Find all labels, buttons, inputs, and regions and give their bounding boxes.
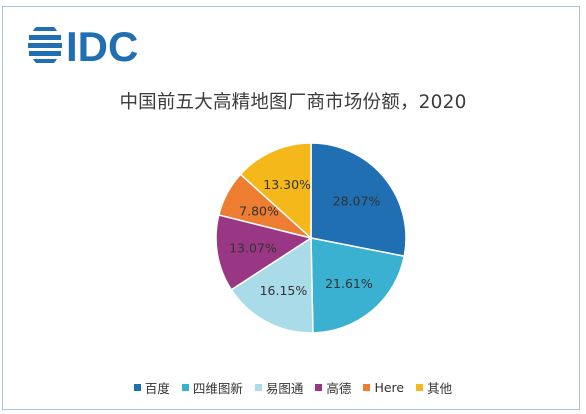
slice-label-5: 13.30% (263, 177, 311, 192)
legend-swatch (363, 384, 371, 391)
legend-swatch (416, 384, 424, 391)
pie-slice-5 (239, 142, 312, 240)
pie-slice-3 (215, 214, 313, 291)
slice-label-2: 16.15% (260, 283, 308, 298)
legend-swatch (181, 384, 189, 391)
logo-text: IDC (66, 23, 138, 66)
legend-swatch (254, 384, 262, 391)
legend-item-2: 易图通 (254, 378, 304, 397)
idc-logo: IDC (28, 23, 138, 66)
chart-title: 中国前五大高精地图厂商市场份额，2020 (119, 92, 467, 113)
legend-label: Here (374, 380, 405, 395)
pie-slice-2 (230, 236, 314, 334)
slice-label-3: 13.07% (229, 241, 277, 256)
legend-label: 百度 (144, 381, 170, 396)
legend-label: 四维图新 (192, 381, 243, 396)
chart-legend: 百度 四维图新 易图通 高德 Here 其他 (0, 378, 586, 397)
legend-label: 其他 (427, 381, 453, 396)
legend-item-4: Here (363, 378, 404, 397)
legend-label: 易图通 (265, 381, 304, 396)
legend-label: 高德 (326, 381, 352, 396)
pie-slice-0 (310, 142, 407, 258)
legend-item-0: 百度 (133, 378, 170, 397)
slice-label-4: 7.80% (239, 203, 279, 218)
legend-swatch (133, 384, 141, 391)
legend-swatch (315, 384, 323, 391)
pie-slice-1 (310, 237, 406, 334)
legend-item-1: 四维图新 (181, 378, 243, 397)
slice-label-0: 28.07% (333, 194, 381, 209)
globe-icon (28, 27, 62, 63)
legend-item-5: 其他 (416, 378, 452, 397)
slice-label-1: 21.61% (325, 276, 373, 291)
legend-item-3: 高德 (315, 378, 351, 397)
